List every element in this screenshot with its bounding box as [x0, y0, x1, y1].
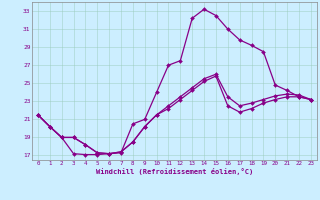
X-axis label: Windchill (Refroidissement éolien,°C): Windchill (Refroidissement éolien,°C) — [96, 168, 253, 175]
